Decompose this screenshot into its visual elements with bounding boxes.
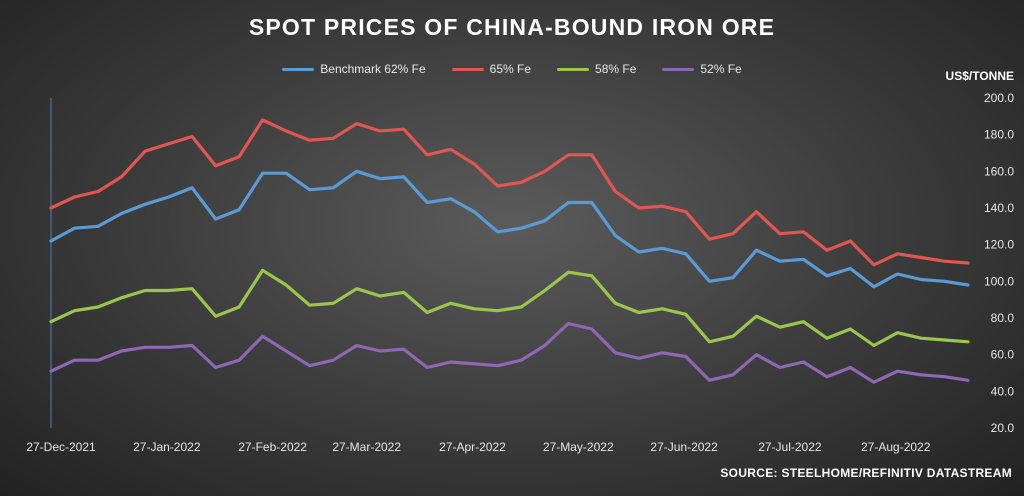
source-note: SOURCE: STEELHOME/REFINITIV DATASTREAM [720,466,1012,480]
legend-swatch-benchmark [282,67,315,71]
legend-label-benchmark: Benchmark 62% Fe [320,62,426,76]
x-tick-label: 27-Jan-2022 [133,440,201,454]
legend-swatch-65fe [451,67,484,71]
chart-legend: Benchmark 62% Fe 65% Fe 58% Fe 52% Fe [0,62,1024,76]
x-tick-label: 27-Jul-2022 [758,440,822,454]
series-line-0 [49,169,970,289]
legend-item-65fe: 65% Fe [451,62,532,76]
y-tick-label: 20.0 [991,421,1015,435]
y-tick-label: 60.0 [991,348,1015,362]
x-tick-label: 27-Aug-2022 [861,440,931,454]
x-tick-label: 27-Dec-2021 [26,440,96,454]
legend-label-52fe: 52% Fe [700,62,742,76]
series-line-3 [49,321,970,384]
legend-item-58fe: 58% Fe [557,62,636,76]
legend-item-52fe: 52% Fe [662,62,742,76]
y-tick-label: 160.0 [984,164,1014,178]
legend-item-benchmark: Benchmark 62% Fe [282,62,426,76]
x-tick-label: 27-Jun-2022 [650,440,718,454]
legend-swatch-52fe [662,67,695,71]
y-tick-label: 120.0 [984,238,1014,252]
legend-swatch-58fe [557,67,590,71]
y-tick-label: 40.0 [991,384,1015,398]
legend-label-58fe: 58% Fe [595,62,637,76]
y-tick-label: 80.0 [991,311,1015,325]
legend-label-65fe: 65% Fe [489,62,532,76]
y-tick-label: 100.0 [984,274,1014,288]
x-tick-label: 27-May-2022 [543,440,614,454]
x-tick-label: 27-Apr-2022 [439,440,506,454]
chart-title: SPOT PRICES OF CHINA-BOUND IRON ORE [248,14,776,40]
x-tick-label: 27-Mar-2022 [332,440,401,454]
series-line-2 [49,268,970,348]
y-axis-unit-label: US$/TONNE [945,69,1014,83]
series-line-1 [49,118,970,267]
y-tick-label: 180.0 [984,128,1014,142]
y-tick-label: 200.0 [984,91,1014,105]
y-tick-label: 140.0 [984,201,1014,215]
x-tick-label: 27-Feb-2022 [238,440,307,454]
